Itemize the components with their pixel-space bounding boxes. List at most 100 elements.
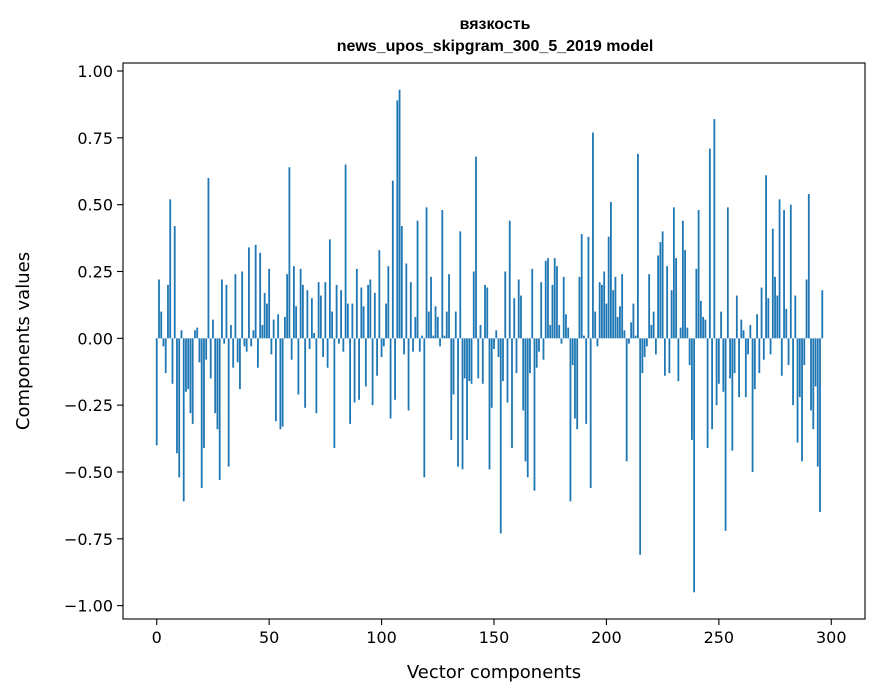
bar [331, 311, 334, 339]
bar [176, 338, 178, 454]
bar [733, 338, 736, 374]
y-tick-label: 1.00 [77, 62, 113, 81]
bar [810, 338, 812, 411]
bar [218, 338, 221, 480]
bar [560, 338, 563, 344]
bar [263, 292, 266, 339]
bar [315, 338, 318, 414]
bar [252, 330, 255, 339]
bar [538, 338, 540, 352]
bar [675, 258, 678, 339]
bar [216, 338, 219, 430]
bar [670, 290, 673, 339]
bar [369, 279, 372, 339]
bar [450, 338, 453, 440]
bar [182, 338, 185, 502]
bar [324, 282, 327, 339]
bar [495, 330, 498, 339]
bar [639, 338, 642, 555]
bar [304, 338, 307, 408]
bar [394, 338, 396, 400]
bar [688, 338, 691, 366]
bar [520, 295, 522, 339]
bar [756, 314, 758, 339]
bar [403, 338, 405, 355]
bar [448, 274, 450, 339]
bar [281, 338, 284, 427]
bar [221, 279, 223, 339]
bar [277, 314, 280, 339]
bar [607, 236, 610, 339]
bar [778, 199, 781, 339]
bar [367, 284, 369, 339]
bar [740, 319, 743, 339]
y-tick-label: −0.50 [64, 463, 113, 482]
bar [164, 338, 167, 374]
bar [657, 255, 660, 339]
bar [412, 338, 414, 352]
bar [212, 319, 214, 339]
bar [326, 338, 329, 368]
y-tick-label: −0.75 [64, 530, 113, 549]
bar [167, 284, 169, 339]
bar [344, 164, 347, 339]
bar [360, 287, 363, 339]
bar [513, 298, 516, 339]
bar [677, 338, 680, 382]
bar [299, 268, 302, 339]
bar [434, 306, 437, 339]
bar [531, 268, 534, 339]
bar [821, 290, 824, 339]
bar [239, 338, 241, 390]
bar [313, 332, 316, 339]
bar [780, 338, 783, 376]
bar [535, 338, 538, 368]
bar [497, 338, 500, 358]
bar [155, 338, 158, 446]
bar [812, 338, 815, 430]
bar [672, 207, 675, 339]
bar [785, 308, 788, 339]
bar [769, 338, 772, 355]
bar [279, 338, 282, 430]
bar [722, 338, 725, 392]
bar [553, 258, 556, 339]
bar [558, 324, 561, 339]
bar [724, 338, 727, 531]
y-tick-label: −0.25 [64, 396, 113, 415]
bar [400, 226, 403, 339]
bar [236, 338, 239, 363]
bar [421, 335, 423, 339]
bar [571, 338, 574, 366]
bar [630, 322, 633, 339]
bar [245, 338, 248, 352]
bar [452, 338, 455, 395]
bar [540, 282, 543, 339]
bar [578, 276, 581, 339]
bar [198, 338, 201, 363]
bar [340, 290, 342, 339]
bar [407, 338, 410, 411]
bar [376, 338, 378, 376]
bar [747, 338, 749, 355]
bar [652, 311, 655, 339]
bar [760, 287, 763, 339]
bar [173, 226, 176, 339]
bar [583, 335, 585, 339]
bar [189, 338, 192, 414]
bar [398, 89, 401, 339]
bar [389, 338, 392, 419]
bar [605, 303, 608, 339]
bar [288, 167, 291, 339]
y-tick-label: 0.00 [77, 329, 113, 348]
bar [562, 276, 565, 339]
bar [646, 338, 648, 347]
bar [461, 338, 464, 470]
bar [472, 271, 475, 339]
bar [816, 338, 819, 467]
x-tick-label: 150 [479, 628, 510, 647]
bar [783, 210, 785, 339]
bar [726, 207, 729, 339]
bar [454, 311, 457, 339]
